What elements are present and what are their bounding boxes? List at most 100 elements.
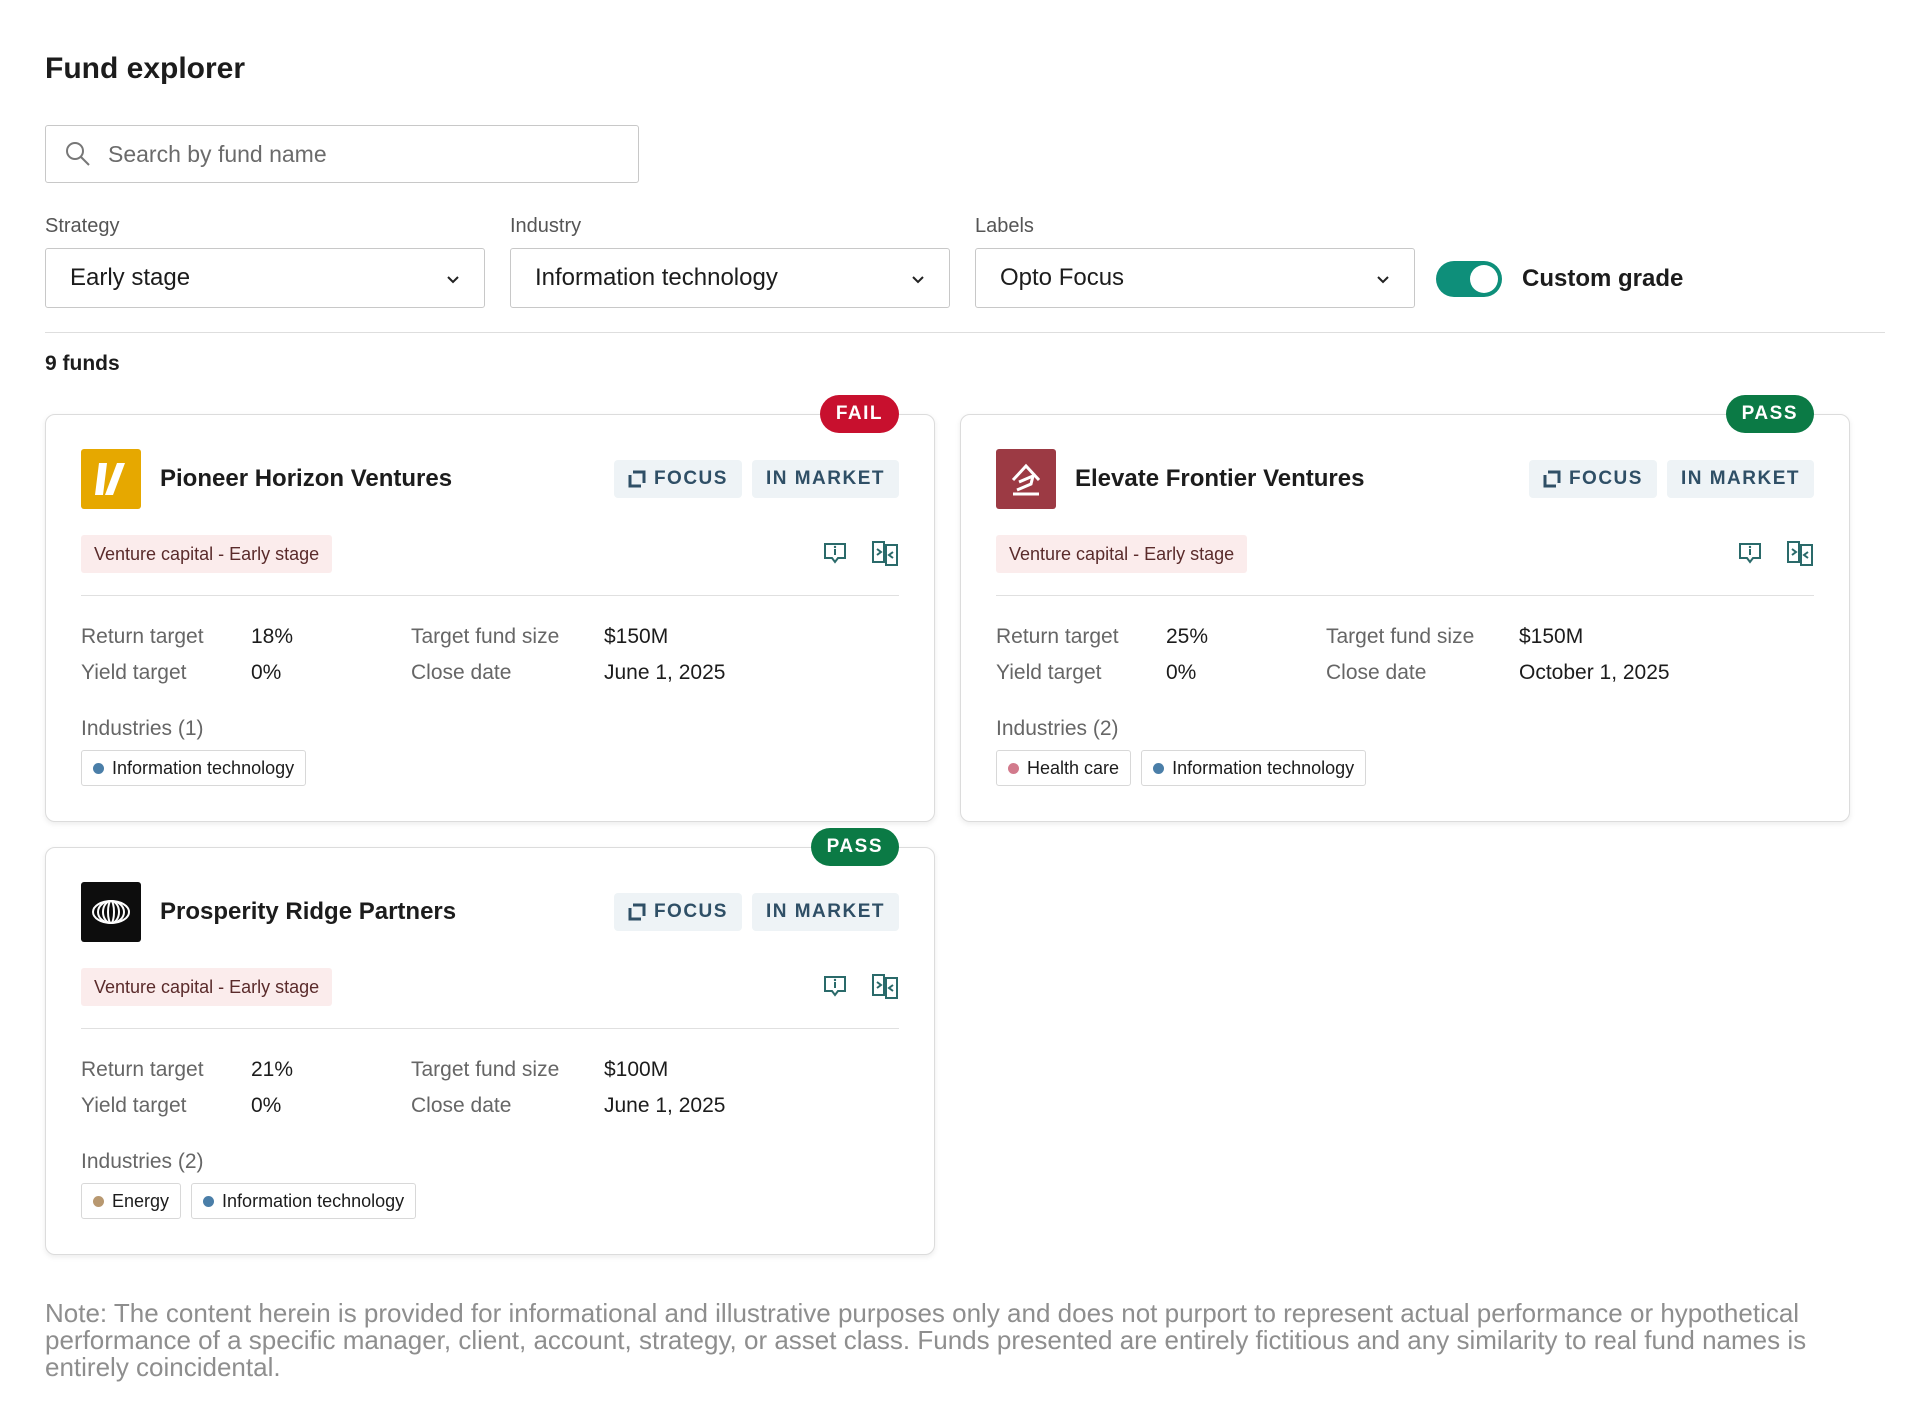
return-target-label: Return target bbox=[996, 625, 1119, 648]
custom-grade-toggle[interactable] bbox=[1436, 261, 1502, 297]
grade-badge-pass: PASS bbox=[1725, 395, 1814, 433]
close-date-value: June 1, 2025 bbox=[604, 1094, 726, 1117]
yield-target-label: Yield target bbox=[996, 661, 1102, 684]
compare-icon[interactable] bbox=[871, 972, 899, 1000]
strategy-select-value: Early stage bbox=[70, 264, 191, 291]
industry-chips: Energy Information technology bbox=[81, 1183, 417, 1219]
pioneer-logo-icon bbox=[81, 449, 141, 509]
fund-name[interactable]: Elevate Frontier Ventures bbox=[1075, 465, 1365, 492]
comment-info-icon[interactable] bbox=[821, 972, 849, 1000]
labels-select-value: Opto Focus bbox=[1000, 264, 1125, 291]
fund-tags: FOCUS IN MARKET bbox=[613, 893, 899, 931]
close-date-label: Close date bbox=[411, 661, 512, 684]
focus-tag[interactable]: FOCUS bbox=[1528, 460, 1657, 498]
return-target-label: Return target bbox=[81, 625, 204, 648]
disclaimer-note: Note: The content herein is provided for… bbox=[45, 1298, 1807, 1382]
card-actions bbox=[1736, 539, 1814, 567]
target-fund-size-label: Target fund size bbox=[411, 625, 560, 648]
return-target-value: 25% bbox=[1166, 625, 1209, 648]
industry-dot bbox=[93, 1195, 104, 1207]
filter-label-strategy: Strategy bbox=[45, 215, 120, 237]
fund-name[interactable]: Pioneer Horizon Ventures bbox=[160, 465, 453, 492]
card-divider bbox=[81, 595, 899, 596]
strategy-select[interactable]: Early stage bbox=[45, 248, 485, 308]
return-target-label: Return target bbox=[81, 1058, 204, 1081]
close-date-value: June 1, 2025 bbox=[604, 661, 726, 684]
search-input[interactable] bbox=[106, 139, 610, 169]
elevate-logo-icon bbox=[996, 449, 1056, 509]
close-date-label: Close date bbox=[1326, 661, 1427, 684]
focus-icon bbox=[1543, 470, 1561, 488]
chevron-down-icon bbox=[1376, 264, 1390, 292]
prosperity-logo-icon bbox=[81, 882, 141, 942]
fund-tags: FOCUS IN MARKET bbox=[613, 460, 899, 498]
industries-title: Industries (2) bbox=[996, 717, 1119, 740]
focus-tag-label: FOCUS bbox=[653, 901, 728, 922]
focus-icon bbox=[628, 470, 646, 488]
focus-tag-label: FOCUS bbox=[1568, 468, 1643, 489]
return-target-value: 18% bbox=[251, 625, 294, 648]
industry-chips: Health care Information technology bbox=[996, 750, 1367, 786]
target-fund-size-label: Target fund size bbox=[411, 1058, 560, 1081]
yield-target-label: Yield target bbox=[81, 1094, 187, 1117]
target-fund-size-value: $150M bbox=[1519, 625, 1584, 648]
fund-card[interactable]: FAIL Pioneer Horizon Ventures FOCUS IN M… bbox=[45, 395, 935, 822]
industry-select[interactable]: Information technology bbox=[510, 248, 950, 308]
industry-name: Information technology bbox=[222, 1190, 405, 1211]
yield-target-value: 0% bbox=[251, 661, 282, 684]
filter-label-labels: Labels bbox=[975, 215, 1034, 237]
industry-name: Information technology bbox=[112, 757, 295, 778]
chevron-down-icon bbox=[911, 264, 925, 292]
section-divider bbox=[45, 332, 1885, 333]
industry-dot bbox=[93, 762, 104, 774]
compare-icon[interactable] bbox=[871, 539, 899, 567]
industry-chip: Information technology bbox=[191, 1183, 417, 1219]
in-market-tag[interactable]: IN MARKET bbox=[751, 460, 899, 498]
grade-badge-fail: FAIL bbox=[819, 395, 899, 433]
in-market-tag[interactable]: IN MARKET bbox=[1666, 460, 1814, 498]
card-actions bbox=[821, 539, 899, 567]
industry-name: Health care bbox=[1027, 757, 1120, 778]
search-box[interactable] bbox=[45, 125, 639, 183]
industry-chip: Information technology bbox=[1141, 750, 1367, 786]
labels-select[interactable]: Opto Focus bbox=[975, 248, 1415, 308]
in-market-tag[interactable]: IN MARKET bbox=[751, 893, 899, 931]
industry-dot bbox=[1153, 762, 1165, 774]
fund-name[interactable]: Prosperity Ridge Partners bbox=[160, 898, 457, 925]
industry-name: Information technology bbox=[1172, 757, 1355, 778]
fund-count: 9 funds bbox=[45, 352, 120, 375]
comment-info-icon[interactable] bbox=[821, 539, 849, 567]
focus-tag-label: FOCUS bbox=[653, 468, 728, 489]
strategy-pill: Venture capital - Early stage bbox=[81, 968, 333, 1006]
industry-chip: Energy bbox=[81, 1183, 182, 1219]
yield-target-value: 0% bbox=[1166, 661, 1197, 684]
focus-tag[interactable]: FOCUS bbox=[613, 893, 742, 931]
yield-target-value: 0% bbox=[251, 1094, 282, 1117]
chevron-down-icon bbox=[446, 264, 460, 292]
industry-dot bbox=[203, 1195, 215, 1207]
compare-icon[interactable] bbox=[1786, 539, 1814, 567]
industries-title: Industries (1) bbox=[81, 717, 204, 740]
industry-chip: Information technology bbox=[81, 750, 307, 786]
comment-info-icon[interactable] bbox=[1736, 539, 1764, 567]
strategy-pill: Venture capital - Early stage bbox=[81, 535, 333, 573]
return-target-value: 21% bbox=[251, 1058, 294, 1081]
search-icon bbox=[64, 139, 94, 169]
card-actions bbox=[821, 972, 899, 1000]
fund-card[interactable]: PASS Elevate Frontier Ventures FOCUS IN … bbox=[960, 395, 1850, 822]
close-date-label: Close date bbox=[411, 1094, 512, 1117]
grade-badge-pass: PASS bbox=[810, 828, 899, 866]
industries-title: Industries (2) bbox=[81, 1150, 204, 1173]
focus-tag[interactable]: FOCUS bbox=[613, 460, 742, 498]
industry-select-value: Information technology bbox=[535, 264, 778, 291]
industry-dot bbox=[1008, 762, 1019, 774]
filter-label-industry: Industry bbox=[510, 215, 582, 237]
fund-tags: FOCUS IN MARKET bbox=[1528, 460, 1814, 498]
target-fund-size-label: Target fund size bbox=[1326, 625, 1475, 648]
target-fund-size-value: $150M bbox=[604, 625, 669, 648]
industry-chip: Health care bbox=[996, 750, 1132, 786]
focus-icon bbox=[628, 903, 646, 921]
target-fund-size-value: $100M bbox=[604, 1058, 669, 1081]
custom-grade-label: Custom grade bbox=[1522, 265, 1684, 292]
fund-card[interactable]: PASS Prosperity Ridge Partners FOCUS IN … bbox=[45, 828, 935, 1255]
